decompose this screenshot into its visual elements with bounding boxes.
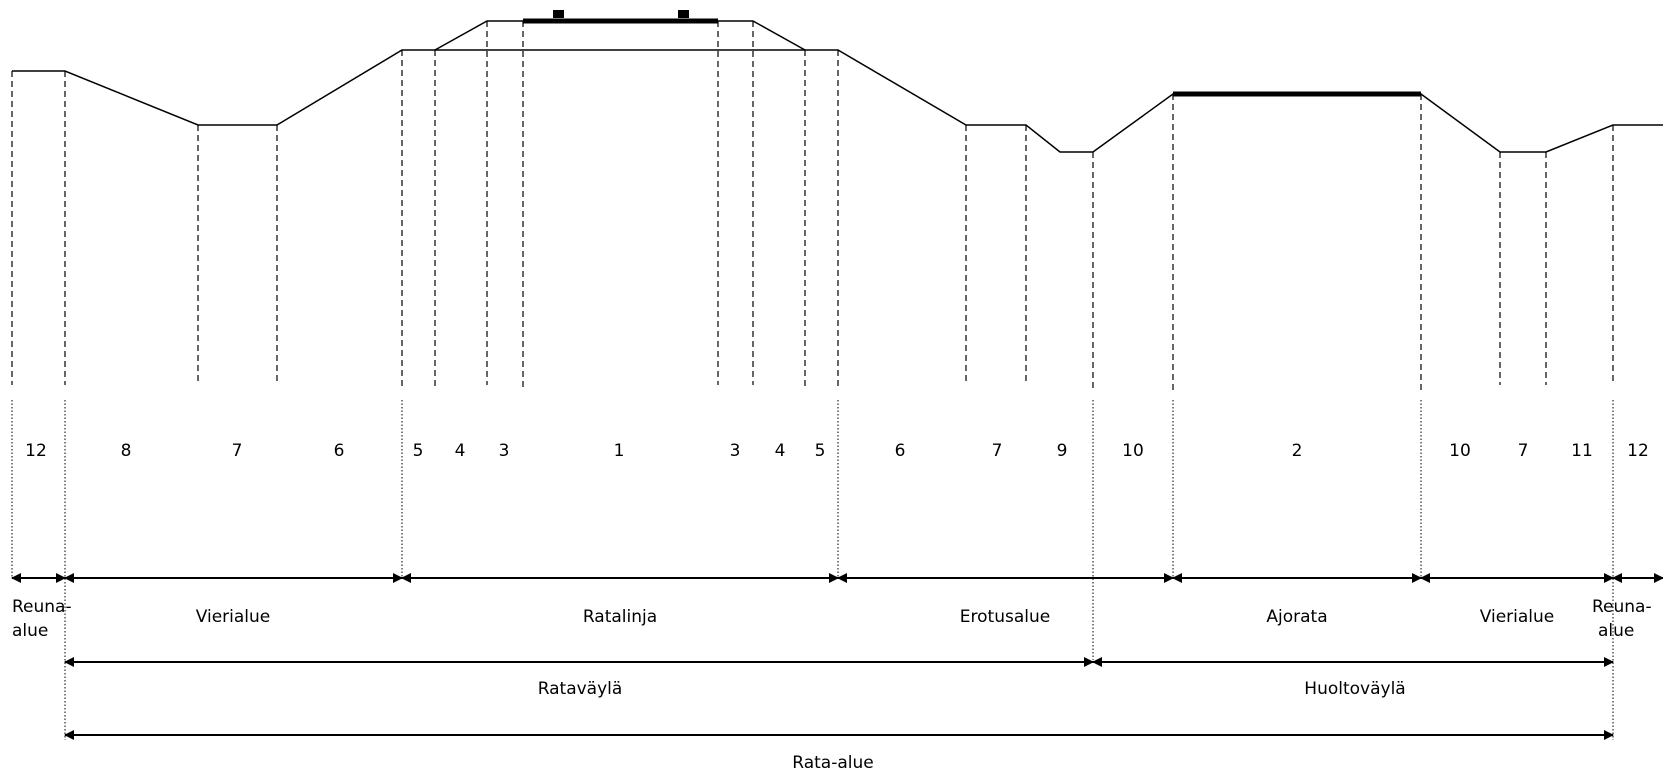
segment-number: 11 — [1571, 441, 1593, 461]
zone-label-vierialue-right: Vierialue — [1480, 607, 1555, 627]
zone-label-huoltovayla: Huoltoväylä — [1304, 679, 1405, 699]
division-lines — [12, 21, 1613, 390]
zone-label-reuna-left-1: Reuna- — [12, 597, 72, 617]
segment-number: 9 — [1057, 441, 1068, 461]
segment-number: 5 — [413, 441, 424, 461]
zone-label-rata-alue: Rata-alue — [792, 753, 873, 773]
segment-number: 4 — [775, 441, 786, 461]
zone-label-reuna-right-1: Reuna- — [1592, 597, 1652, 617]
rail-left — [553, 10, 564, 18]
segment-number: 2 — [1292, 441, 1303, 461]
segment-number: 3 — [730, 441, 741, 461]
segment-number: 12 — [1627, 441, 1649, 461]
rail-right — [678, 10, 689, 18]
segment-number: 1 — [614, 441, 625, 461]
segment-number: 5 — [815, 441, 826, 461]
segment-number: 7 — [992, 441, 1003, 461]
segment-number: 12 — [25, 441, 47, 461]
zone-label-erotusalue: Erotusalue — [960, 607, 1050, 627]
zone-label-ratavayla: Rataväylä — [538, 679, 623, 699]
zone-label-vierialue-left: Vierialue — [196, 607, 271, 627]
segment-number: 6 — [895, 441, 906, 461]
segment-number: 8 — [121, 441, 132, 461]
segment-number: 6 — [334, 441, 345, 461]
segment-numbers: 12 8 7 6 5 4 3 1 3 4 5 6 7 9 10 2 10 7 1… — [25, 441, 1649, 461]
segment-number: 7 — [232, 441, 243, 461]
zone-label-reuna-left-2: alue — [12, 621, 48, 641]
zone-label-ratalinja: Ratalinja — [583, 607, 657, 627]
segment-number: 10 — [1449, 441, 1471, 461]
segment-number: 10 — [1122, 441, 1144, 461]
zone-label-reuna-right-2: alue — [1598, 621, 1634, 641]
segment-number: 4 — [455, 441, 466, 461]
segment-number: 3 — [499, 441, 510, 461]
track-embankment — [435, 21, 805, 50]
zone-label-ajorata: Ajorata — [1266, 607, 1327, 627]
segment-number: 7 — [1518, 441, 1529, 461]
